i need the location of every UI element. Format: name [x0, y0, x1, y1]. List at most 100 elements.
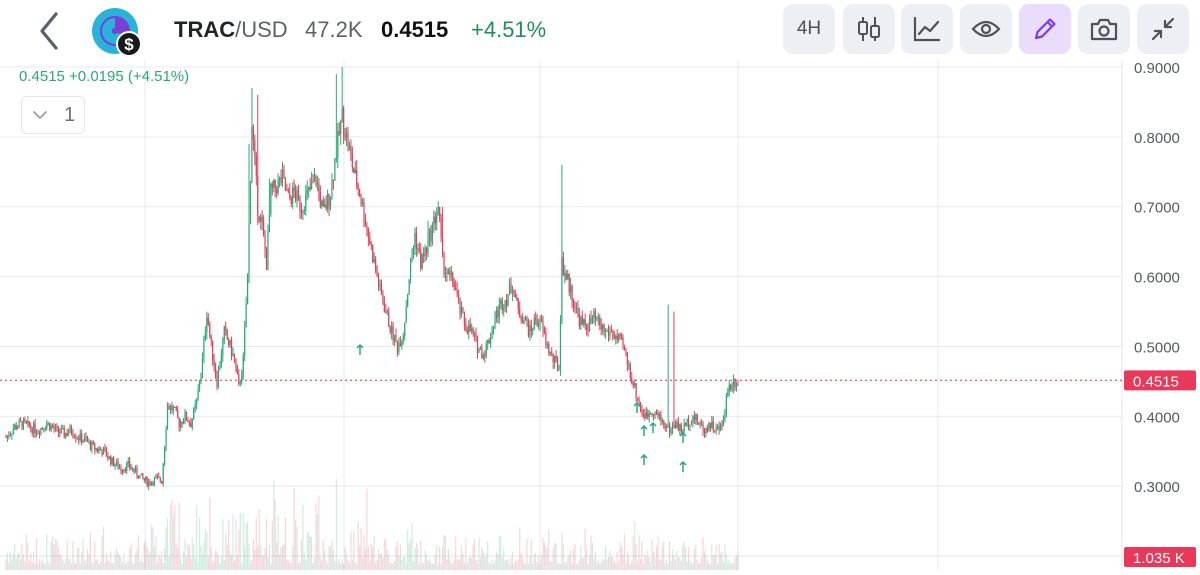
- candle-body: [674, 424, 677, 428]
- candle-body: [222, 339, 224, 356]
- volume-bar: [327, 563, 329, 570]
- volume-bar: [654, 557, 656, 570]
- candle-body: [508, 283, 511, 295]
- candle-body: [78, 438, 80, 441]
- volume-bar: [447, 549, 450, 570]
- visibility-button[interactable]: [960, 4, 1012, 54]
- candle-body: [535, 317, 537, 320]
- candle-body: [306, 190, 308, 195]
- volume-bar: [156, 562, 158, 570]
- volume-bar: [638, 535, 640, 570]
- volume-bar: [702, 537, 704, 570]
- price-chart[interactable]: 0.9000 0.8000 0.7000 0.6000 0.5000 0.4000 0.30…: [0, 60, 1200, 570]
- screenshot-button[interactable]: [1078, 4, 1130, 54]
- candle-body: [401, 341, 403, 347]
- volume-bar: [552, 548, 554, 570]
- candle-body: [706, 427, 709, 432]
- volume-label: 1.035 K: [1133, 550, 1185, 567]
- volume-bar: [63, 563, 65, 570]
- volume-bar: [239, 513, 241, 570]
- candle-body: [648, 414, 650, 418]
- volume-bar: [602, 558, 604, 570]
- volume-bar: [168, 556, 170, 570]
- volume-bar: [642, 563, 645, 570]
- collapse-button[interactable]: [1137, 4, 1189, 54]
- interval-toggle[interactable]: 1: [21, 96, 85, 134]
- volume-bar: [78, 547, 80, 570]
- candle-body: [335, 157, 337, 160]
- up-arrow-icon: [633, 401, 641, 413]
- candle-body: [620, 336, 623, 339]
- candle-body: [111, 457, 113, 465]
- camera-icon: [1090, 18, 1118, 41]
- volume-bar: [472, 544, 474, 570]
- volume-bar: [158, 554, 160, 570]
- candle-body: [105, 449, 108, 457]
- candle-body: [452, 272, 454, 284]
- candle-body: [92, 442, 94, 444]
- volume-bar: [25, 534, 27, 570]
- candle-body: [210, 334, 212, 341]
- candle-body: [273, 179, 275, 188]
- candle-body: [255, 156, 257, 176]
- candle-body: [129, 460, 131, 468]
- candle-body: [294, 190, 297, 201]
- volume-bar: [17, 554, 19, 570]
- candle-body: [657, 412, 659, 417]
- candle-body: [565, 272, 567, 280]
- volume-bar: [27, 542, 29, 570]
- indicators-button[interactable]: [901, 4, 953, 54]
- volume-bar: [345, 553, 348, 570]
- back-button[interactable]: [30, 8, 70, 54]
- candle-body: [97, 448, 99, 452]
- top-bar: $ TRAC/USD 47.2K 0.4515 +4.51% 4H: [0, 0, 1200, 60]
- candle-body: [692, 416, 694, 423]
- volume-bar: [457, 559, 460, 570]
- volume-bar: [580, 546, 582, 570]
- volume-bar: [449, 557, 451, 570]
- volume-bar: [54, 539, 57, 570]
- volume-bar: [59, 553, 61, 570]
- candle-body: [25, 421, 27, 423]
- volume-bar: [198, 517, 201, 570]
- volume-bar: [5, 559, 7, 570]
- candle-body: [677, 421, 679, 431]
- candle-body: [651, 413, 653, 415]
- candle-body: [188, 422, 190, 424]
- candle-body: [44, 428, 46, 430]
- volume-bar: [503, 548, 505, 570]
- candle-body: [318, 183, 320, 192]
- volume-bar: [15, 558, 17, 570]
- candle-body: [382, 294, 384, 304]
- volume-bar: [9, 551, 11, 570]
- volume-bar: [162, 562, 164, 570]
- volume-bar: [650, 561, 652, 570]
- volume-bar: [388, 554, 390, 570]
- candle-body: [236, 367, 238, 375]
- volume-bar: [98, 563, 100, 570]
- candle-body: [718, 426, 720, 430]
- volume-bar: [484, 557, 486, 570]
- chart-canvas[interactable]: 0.9000 0.8000 0.7000 0.6000 0.5000 0.4000 0.30…: [0, 60, 1200, 570]
- volume-bar: [414, 547, 416, 570]
- volume-bar: [254, 549, 256, 570]
- candle-body: [351, 153, 353, 168]
- volume-bar: [369, 561, 371, 570]
- volume-bar: [686, 561, 688, 570]
- candle-body: [242, 355, 244, 375]
- volume-bar: [312, 562, 314, 570]
- timeframe-button[interactable]: 4H: [783, 4, 835, 54]
- arrow-head: [679, 460, 687, 466]
- candle-body: [292, 187, 294, 204]
- candle-type-button[interactable]: [843, 4, 895, 54]
- volume-bar: [468, 558, 470, 570]
- volume-bar: [18, 553, 20, 570]
- volume-bar: [411, 523, 413, 570]
- draw-button[interactable]: [1019, 4, 1071, 54]
- volume-bar: [682, 544, 684, 570]
- volume-bar: [290, 562, 292, 570]
- candle-body: [488, 340, 490, 344]
- volume-bar: [386, 549, 388, 570]
- volume-bar: [350, 531, 352, 570]
- candle-body: [538, 325, 540, 327]
